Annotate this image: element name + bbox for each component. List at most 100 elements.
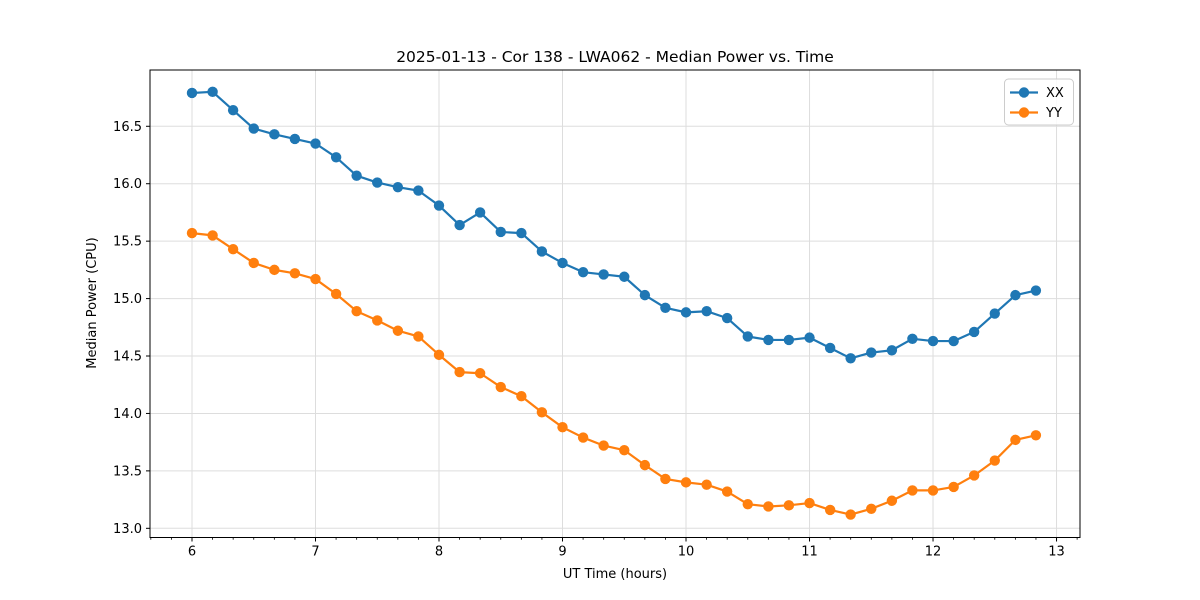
data-point-XX (989, 308, 1000, 319)
data-point-XX (474, 207, 486, 218)
data-point-XX (1010, 289, 1021, 301)
data-point-XX (598, 269, 609, 280)
data-point-XX (269, 129, 280, 140)
y-tick-label: 15.0 (113, 292, 142, 307)
y-tick-label: 14.5 (113, 350, 142, 365)
data-point-XX (804, 332, 815, 343)
data-point-XX (763, 334, 774, 346)
data-point-YY (968, 470, 980, 481)
data-point-XX (660, 302, 671, 313)
legend-sample-marker-YY (1018, 107, 1030, 118)
data-point-XX (783, 334, 795, 346)
data-point-YY (948, 481, 959, 493)
data-point-XX (845, 353, 856, 364)
data-point-YY (392, 325, 404, 336)
x-tick-label: 12 (925, 545, 942, 560)
data-point-YY (310, 273, 321, 285)
data-point-XX (968, 326, 980, 338)
x-tick-label: 10 (678, 545, 695, 560)
data-point-YY (742, 498, 753, 510)
data-point-XX (433, 200, 445, 211)
data-point-XX (866, 347, 877, 358)
y-tick-label: 14.0 (113, 407, 142, 422)
x-tick-label: 7 (311, 545, 319, 560)
data-point-YY (474, 368, 486, 379)
data-point-YY (454, 366, 465, 378)
data-point-XX (330, 152, 342, 163)
x-tick-label: 13 (1048, 545, 1065, 560)
y-axis-label: Median Power (CPU) (85, 237, 100, 368)
data-point-YY (207, 230, 218, 241)
x-tick-label: 9 (558, 545, 566, 560)
x-tick-label: 8 (435, 545, 443, 560)
data-point-YY (907, 485, 918, 496)
data-point-XX (516, 227, 527, 239)
data-point-YY (269, 264, 280, 276)
data-point-XX (907, 333, 918, 344)
data-point-XX (248, 123, 259, 134)
legend-label-XX: XX (1046, 86, 1064, 101)
data-point-XX (310, 138, 321, 149)
data-point-XX (701, 306, 712, 317)
y-tick-label: 13.5 (113, 464, 142, 479)
data-point-XX (742, 331, 753, 342)
data-point-XX (289, 133, 301, 145)
data-point-XX (351, 170, 362, 181)
chart-title: 2025-01-13 - Cor 138 - LWA062 - Median P… (396, 48, 834, 66)
x-axis-label: UT Time (hours) (563, 567, 667, 582)
data-point-YY (701, 479, 712, 490)
y-tick-label: 16.0 (113, 177, 142, 192)
data-point-YY (783, 500, 795, 511)
data-point-YY (927, 485, 939, 496)
data-point-YY (330, 288, 342, 300)
data-point-YY (824, 504, 836, 516)
series-line-XX (190, 90, 1038, 360)
data-point-YY (372, 315, 383, 326)
data-point-XX (948, 335, 959, 347)
data-point-YY (248, 257, 259, 269)
data-point-XX (1030, 285, 1042, 296)
data-point-YY (577, 432, 589, 443)
data-point-YY (763, 501, 774, 512)
data-point-YY (227, 243, 239, 255)
legend-sample-marker-XX (1018, 87, 1030, 98)
data-point-YY (351, 306, 362, 317)
data-point-YY (289, 268, 301, 279)
data-point-XX (186, 87, 198, 99)
data-point-YY (721, 486, 733, 497)
data-point-YY (866, 503, 877, 514)
data-point-YY (639, 459, 651, 471)
data-point-YY (619, 445, 630, 456)
data-point-YY (598, 440, 609, 451)
data-point-XX (721, 312, 733, 324)
data-point-YY (989, 455, 1000, 466)
data-point-YY (495, 381, 506, 393)
data-point-XX (619, 271, 630, 282)
data-point-XX (392, 181, 404, 193)
x-tick-label: 6 (188, 545, 196, 560)
data-point-YY (845, 509, 856, 520)
data-point-YY (536, 407, 548, 418)
data-point-XX (639, 289, 651, 301)
legend-label-YY: YY (1045, 106, 1062, 121)
data-point-YY (1030, 430, 1042, 441)
data-point-XX (927, 335, 939, 347)
data-point-YY (804, 497, 815, 509)
data-point-YY (516, 391, 527, 402)
data-point-XX (207, 86, 218, 98)
data-point-XX (454, 219, 465, 231)
data-point-YY (1010, 434, 1021, 446)
data-point-YY (660, 473, 671, 485)
y-tick-label: 16.5 (113, 120, 142, 135)
y-tick-label: 15.5 (113, 235, 142, 250)
data-point-XX (886, 345, 898, 356)
x-tick-label: 11 (801, 545, 818, 560)
data-point-YY (186, 227, 198, 239)
y-tick-label: 13.0 (113, 522, 142, 537)
data-point-XX (227, 105, 239, 116)
data-point-XX (495, 226, 506, 238)
data-point-XX (824, 342, 836, 354)
data-point-YY (557, 422, 568, 433)
